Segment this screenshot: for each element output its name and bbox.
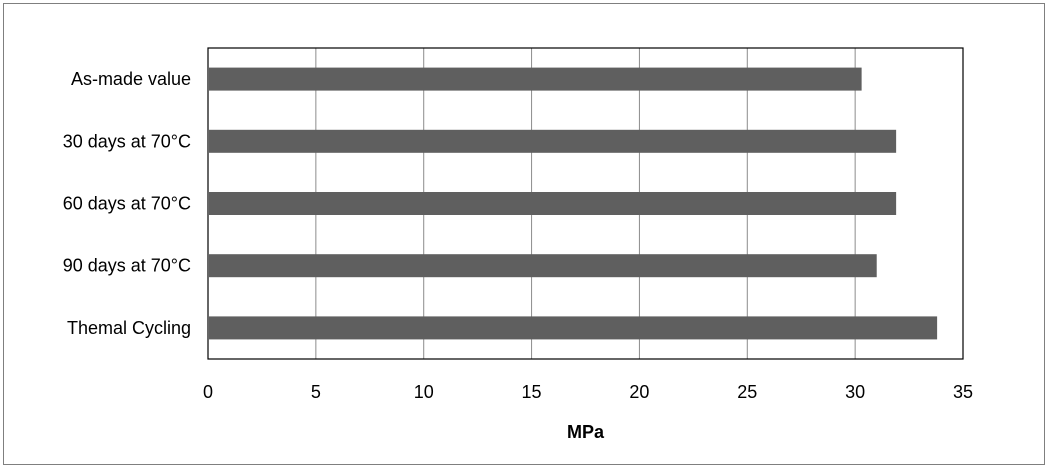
category-label-3: 90 days at 70°C [63,256,191,276]
category-label-4: Themal Cycling [67,318,191,338]
x-tick-label-30: 30 [845,382,865,402]
bars [209,67,938,340]
x-tick-label-35: 35 [953,382,973,402]
x-tick-label-15: 15 [522,382,542,402]
x-tick-label-20: 20 [629,382,649,402]
bar-0 [209,67,862,91]
x-tick-label-25: 25 [737,382,757,402]
x-tick-labels: 0 5 10 15 20 25 30 35 [203,382,973,402]
category-labels: As-made value 30 days at 70°C 60 days at 7… [63,69,191,338]
bar-3 [209,254,877,278]
x-tick-label-5: 5 [311,382,321,402]
x-tick-label-0: 0 [203,382,213,402]
category-label-1: 30 days at 70°C [63,131,191,151]
bar-1 [209,129,897,153]
x-tick-label-10: 10 [414,382,434,402]
bar-2 [209,192,897,215]
x-axis-title: MPa [567,422,605,442]
plot-area [207,47,964,360]
category-label-0: As-made value [71,69,191,89]
category-label-2: 60 days at 70°C [63,194,191,214]
bar-4 [209,316,938,340]
